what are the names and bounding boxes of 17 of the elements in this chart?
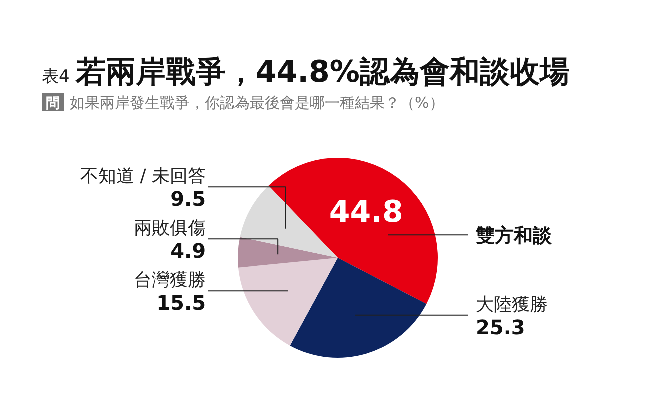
slice-label: 大陸獲勝 (476, 294, 548, 316)
slice-label: 不知道 / 未回答 (80, 166, 206, 188)
data-label: 9.5 (170, 187, 206, 212)
pie-slice (290, 258, 427, 358)
text: 表4 (42, 67, 70, 87)
slice-label: 雙方和談 (475, 225, 553, 248)
chart-subtitle: 如果兩岸發生戰爭，你認為最後會是哪一種結果？（%） (70, 94, 444, 112)
slice-label: 兩敗俱傷 (134, 218, 206, 240)
text: 問 (46, 96, 60, 112)
chart-title: 若兩岸戰爭，44.8%認為會和談收場 (74, 55, 570, 90)
data-label: 4.9 (170, 239, 206, 264)
slice-label: 台灣獲勝 (134, 270, 206, 292)
data-label: 15.5 (156, 291, 206, 316)
data-label: 25.3 (476, 315, 526, 340)
data-label: 44.8 (329, 194, 404, 230)
pie-slice (238, 237, 338, 268)
pie-slice (268, 158, 438, 304)
